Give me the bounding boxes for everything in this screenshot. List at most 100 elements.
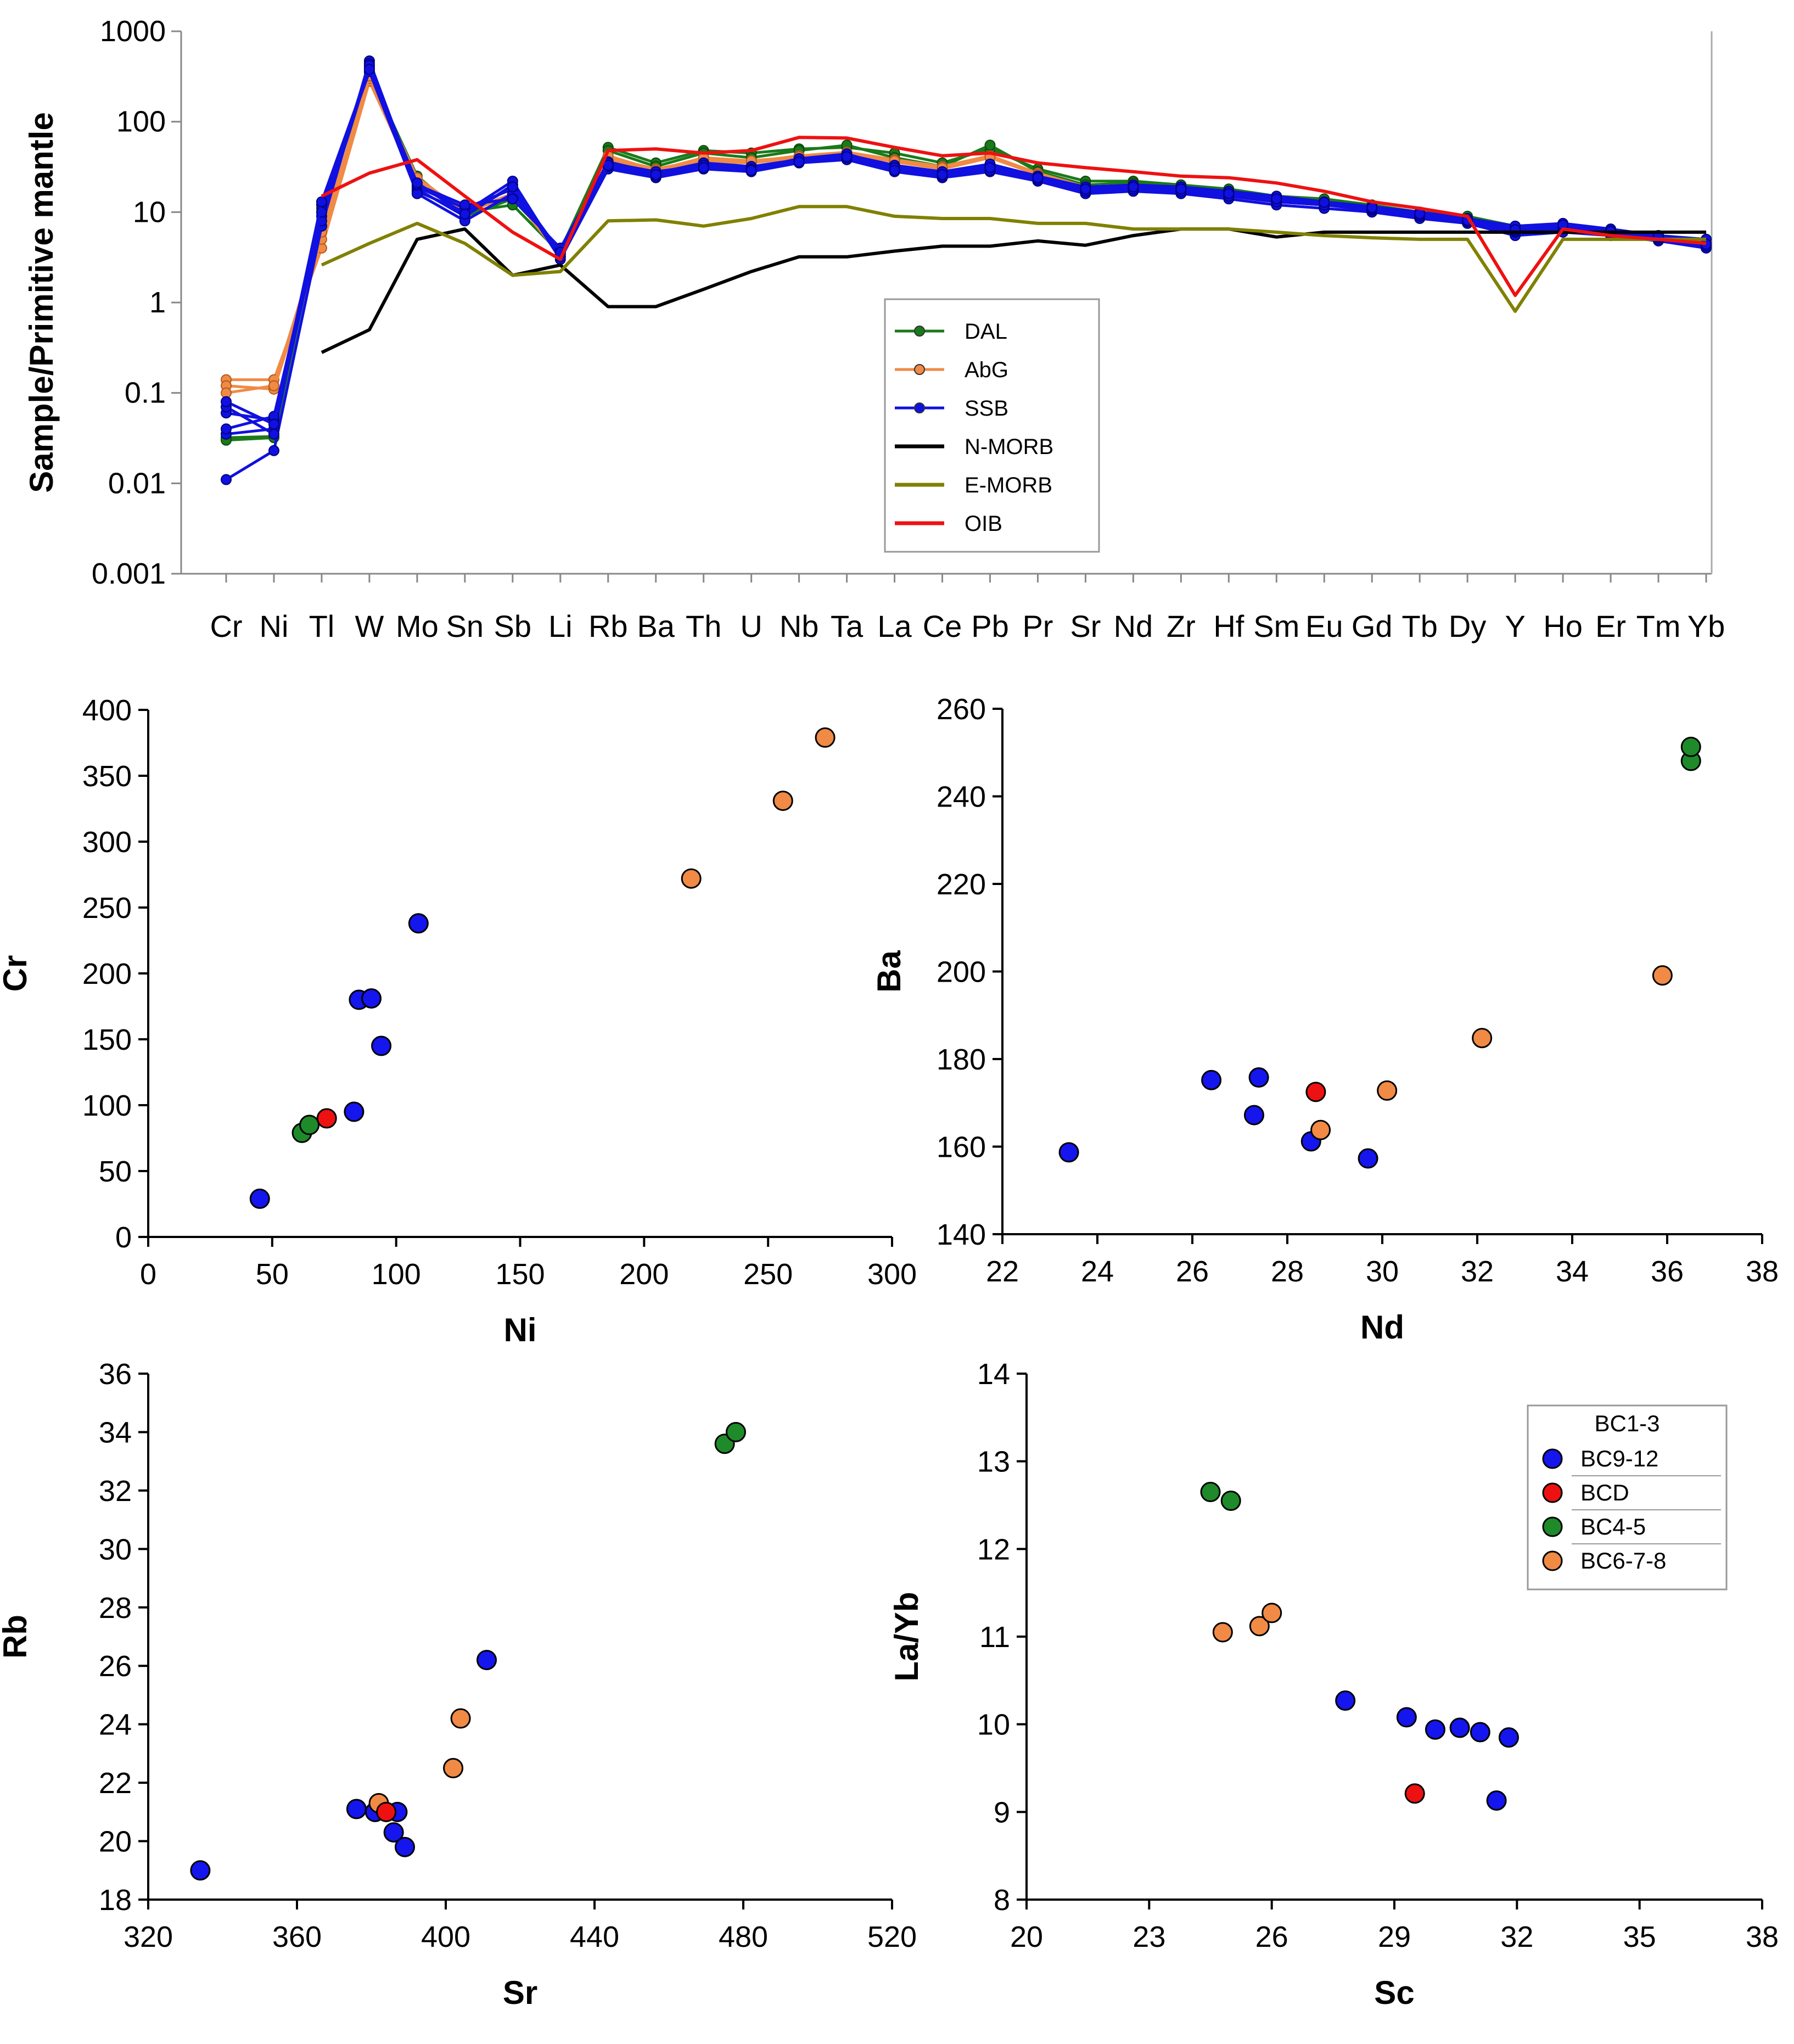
data-point-bc9-12 (1248, 1067, 1269, 1088)
series-point-ssb (698, 162, 709, 173)
data-point-bcd (1404, 1783, 1425, 1804)
data-point-bcd (1305, 1082, 1326, 1102)
x-category-label: Sb (494, 609, 532, 643)
series-point-ssb (316, 196, 327, 208)
y-tick-label: 260 (937, 693, 986, 726)
data-point-bc9-12 (1201, 1069, 1222, 1090)
x-category-label: Y (1505, 609, 1525, 643)
y-tick-label: 9 (994, 1796, 1010, 1829)
legend-box (884, 298, 1100, 553)
y-tick-label: 26 (99, 1650, 132, 1683)
data-point-bc9-12 (1358, 1148, 1378, 1169)
x-tick-label: 320 (124, 1920, 173, 1953)
y-tick-label: 12 (977, 1533, 1010, 1566)
y-tick-label: 34 (99, 1416, 132, 1449)
data-point-bc9-12 (1396, 1707, 1417, 1728)
y-tick-label: 200 (937, 956, 986, 989)
series-point-ssb (459, 199, 470, 211)
y-tick-label: 250 (82, 892, 132, 925)
data-point-bc6-7-8 (815, 727, 836, 748)
y-tick-label: 14 (977, 1358, 1010, 1391)
x-category-label: Yb (1688, 609, 1725, 643)
y-tick-label: 28 (99, 1592, 132, 1625)
data-point-bcd (316, 1108, 337, 1129)
data-point-bc9-12 (1425, 1719, 1445, 1740)
x-tick-label: 200 (619, 1258, 669, 1291)
x-category-label: Eu (1305, 609, 1343, 643)
series-line-e-morb (321, 205, 1706, 313)
x-axis-title: Ni (504, 1312, 537, 1348)
x-category-label: Pr (1022, 609, 1053, 643)
y-tick-label: 36 (99, 1358, 132, 1391)
series-point-ssb (221, 423, 232, 435)
x-category-label: Zr (1167, 609, 1196, 643)
data-point-bc9-12 (408, 913, 429, 934)
y-axis-title: Ba (871, 950, 907, 993)
data-point-bc9-12 (394, 1836, 415, 1857)
data-point-bc6-7-8 (1249, 1616, 1270, 1637)
data-point-bc4-5 (1680, 736, 1701, 757)
x-category-label: Ta (831, 609, 864, 643)
data-point-bc6-7-8 (1472, 1028, 1493, 1049)
y-tick-label: 160 (937, 1131, 986, 1164)
series-point-ssb (268, 428, 279, 440)
series-point-ssb (1319, 197, 1330, 208)
data-point-bc6-7-8 (1377, 1080, 1398, 1101)
y-tick-label: 300 (82, 826, 132, 859)
x-tick-label: 32 (1500, 1920, 1533, 1953)
x-category-label: Sr (1070, 609, 1101, 643)
y-tick-label: 150 (82, 1023, 132, 1056)
x-tick-label: 360 (272, 1920, 322, 1953)
data-point-bc9-12 (1498, 1727, 1519, 1748)
legend-label-bc4-5: BC4-5 (1580, 1514, 1646, 1539)
spider-chart: 0.001 0.01 0.1 1 10 100 1000 Cr Ni Tl W Mo Sn Sb Li Rb B… (23, 15, 1725, 643)
x-tick-label: 250 (743, 1258, 793, 1291)
legend-label-dal: DAL (965, 320, 1007, 344)
x-category-label: U (740, 609, 762, 643)
x-category-label: Tl (309, 609, 335, 643)
x-category-label: Ba (637, 609, 675, 643)
series-point-ssb (1271, 193, 1282, 205)
y-tick-label: 13 (977, 1446, 1010, 1479)
scatter-chart-la-yb-vs-sc: 20 23 26 29 32 35 38 8 9 10 11 12 13 14 Sc La/Yb BC1-3 BC… (888, 1358, 1779, 2011)
legend-label-ssb: SSB (965, 396, 1008, 421)
legend-marker-abg (914, 364, 925, 375)
series-point-dal (984, 139, 996, 151)
x-tick-label: 36 (1651, 1255, 1684, 1288)
x-category-label: Gd (1352, 609, 1393, 643)
x-tick-label: 29 (1378, 1920, 1411, 1953)
data-point-bc6-7-8 (1262, 1603, 1282, 1623)
data-point-bc9-12 (1486, 1790, 1507, 1811)
legend-label-bc9-12: BC9-12 (1580, 1446, 1658, 1471)
series-point-ssb (363, 64, 375, 75)
series-line-oib (321, 136, 1707, 297)
legend-marker-dal (914, 326, 925, 337)
data-point-bc6-7-8 (450, 1708, 471, 1729)
data-point-bc6-7-8 (681, 868, 702, 889)
data-point-bc6-7-8 (1212, 1622, 1233, 1643)
y-tick-label: 400 (82, 694, 132, 727)
x-category-label: Ni (260, 609, 289, 643)
x-tick-label: 150 (495, 1258, 545, 1291)
data-point-bc6-7-8 (443, 1758, 464, 1778)
x-tick-label: 26 (1176, 1255, 1209, 1288)
x-tick-label: 0 (140, 1258, 156, 1291)
x-tick-label: 38 (1746, 1920, 1779, 1953)
series-point-ssb (1128, 181, 1139, 193)
x-category-label: Ho (1543, 609, 1583, 643)
x-tick-label: 440 (570, 1920, 619, 1953)
data-point-bc6-7-8 (1310, 1119, 1331, 1140)
x-category-label: Dy (1449, 609, 1486, 643)
x-category-label: Nb (780, 609, 819, 643)
y-axis-title: Rb (0, 1615, 33, 1659)
y-tick-label: 8 (994, 1884, 1010, 1917)
x-tick-label: 26 (1255, 1920, 1288, 1953)
y-tick-label: 20 (99, 1825, 132, 1858)
data-point-bc9-12 (371, 1035, 392, 1056)
y-tick-label: 100 (116, 105, 166, 138)
legend-marker-ssb (914, 402, 925, 413)
data-point-bc9-12 (476, 1650, 497, 1671)
legend-label-oib: OIB (965, 512, 1002, 536)
x-tick-label: 32 (1461, 1255, 1494, 1288)
